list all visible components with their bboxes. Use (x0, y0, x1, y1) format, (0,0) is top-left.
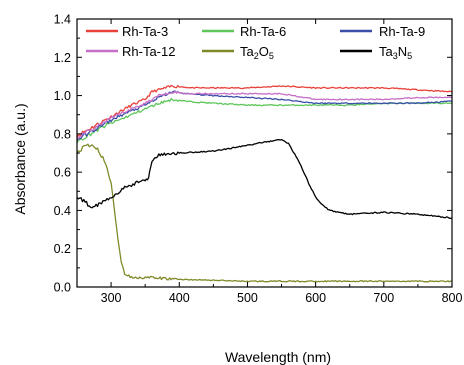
y-tick-label: 1.4 (54, 13, 71, 27)
series-line-rh-ta-3 (76, 84, 453, 139)
y-tick-label: 0.8 (54, 127, 71, 141)
y-tick-label: 0.6 (54, 166, 71, 180)
legend-item-ta2o5: Ta2O5 (202, 44, 274, 61)
series-line-ta3n5 (76, 138, 453, 219)
series-line-rh-ta-6 (76, 97, 453, 144)
x-tick-label: 400 (169, 291, 190, 305)
series-line-ta2o5 (76, 143, 453, 283)
legend-label-rh-ta-6: Rh-Ta-6 (240, 24, 286, 39)
x-tick-label: 800 (442, 291, 463, 305)
y-tick-label: 0.4 (54, 204, 71, 218)
x-axis-title: Wavelength (nm) (225, 349, 331, 365)
y-tick-label: 0.0 (54, 281, 71, 295)
x-tick-label: 300 (101, 291, 122, 305)
formula-subscript: 5 (407, 51, 412, 61)
y-axis-title: Absorbance (a.u.) (12, 103, 28, 214)
legend-label-rh-ta-9: Rh-Ta-9 (379, 24, 425, 39)
formula-base: Ta (240, 44, 255, 59)
legend: Rh-Ta-3 Rh-Ta-6 Rh-Ta-9 Rh-Ta-12 Ta2O5 T… (86, 24, 425, 61)
legend-label-rh-ta-12: Rh-Ta-12 (122, 44, 175, 59)
y-tick-label: 1.2 (54, 51, 71, 65)
legend-item-rh-ta-12: Rh-Ta-12 (86, 44, 175, 59)
formula-element: O (259, 44, 269, 59)
x-tick-label: 500 (237, 291, 258, 305)
formula-subscript: 3 (393, 51, 398, 61)
legend-item-rh-ta-9: Rh-Ta-9 (340, 24, 425, 39)
plot-area (76, 84, 453, 283)
legend-item-rh-ta-6: Rh-Ta-6 (202, 24, 286, 39)
formula-element: N (398, 44, 407, 59)
axes: 300 400 500 600 700 800 0.0 0.2 0.4 0.6 0.8 1.0 1.2 1… (54, 13, 463, 306)
x-tick-label: 700 (373, 291, 394, 305)
legend-item-ta3n5: Ta3N5 (340, 44, 412, 61)
legend-label-ta2o5: Ta2O5 (240, 44, 274, 61)
legend-label-rh-ta-3: Rh-Ta-3 (122, 24, 168, 39)
series-line-rh-ta-12 (76, 90, 453, 140)
legend-label-ta3n5: Ta3N5 (379, 44, 412, 61)
legend-item-rh-ta-3: Rh-Ta-3 (86, 24, 168, 39)
y-tick-label: 0.2 (54, 242, 71, 256)
x-tick-label: 600 (305, 291, 326, 305)
y-tick-label: 1.0 (54, 89, 71, 103)
formula-subscript: 2 (254, 51, 259, 61)
formula-base: Ta (379, 44, 394, 59)
formula-subscript: 5 (269, 51, 274, 61)
